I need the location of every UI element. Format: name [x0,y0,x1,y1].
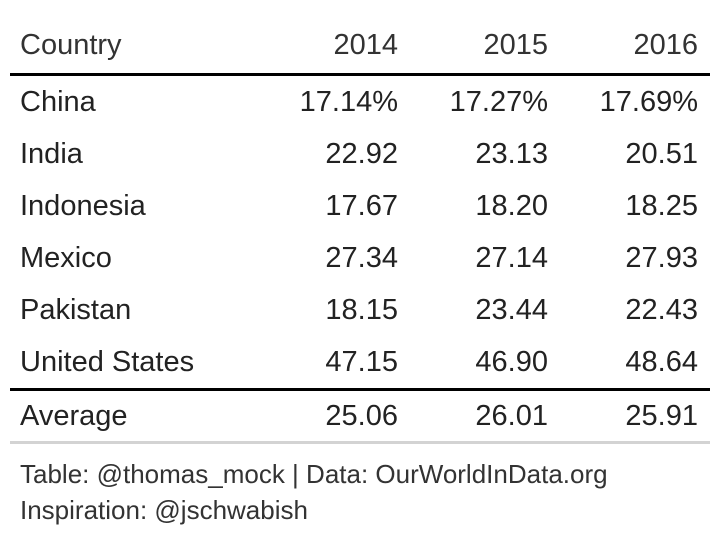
column-header-2015: 2015 [483,29,548,61]
country-cell: China [20,85,96,118]
table-row: China 17.14% 17.27% 17.69% [10,75,710,129]
value-cell: 27.93 [625,241,698,274]
table-row: Mexico 27.34 27.14 27.93 [10,232,710,284]
data-table-container: Country 2014 2015 2016 China 17.14% 17.2… [10,18,710,444]
average-value: 25.06 [325,399,398,432]
average-row: Average 25.06 26.01 25.91 [10,390,710,443]
country-cell: India [20,137,83,170]
country-cell: Indonesia [20,189,146,222]
average-label: Average [20,399,128,432]
column-header-2014: 2014 [333,29,398,61]
column-header-country: Country [20,29,122,61]
country-cell: Pakistan [20,293,132,326]
table-row: United States 47.15 46.90 48.64 [10,336,710,390]
value-cell: 18.25 [625,189,698,222]
source-note-line: Inspiration: @jschwabish [20,495,308,525]
value-cell: 27.34 [325,241,398,274]
country-cell: United States [20,345,195,378]
value-cell: 17.27% [449,85,548,118]
value-cell: 22.92 [325,137,398,170]
column-header-2016: 2016 [633,29,698,61]
value-cell: 23.44 [475,293,548,326]
value-cell: 27.14 [475,241,548,274]
table-row: India 22.92 23.13 20.51 [10,128,710,180]
value-cell: 48.64 [625,345,698,378]
data-table: Country 2014 2015 2016 China 17.14% 17.2… [10,18,710,444]
value-cell: 17.67 [325,189,398,222]
value-cell: 47.15 [325,345,398,378]
header-row: Country 2014 2015 2016 [10,18,710,75]
value-cell: 20.51 [625,137,698,170]
source-note: Table: @thomas_mock | Data: OurWorldInDa… [20,456,608,528]
average-value: 26.01 [475,399,548,432]
value-cell: 18.20 [475,189,548,222]
table-row: Pakistan 18.15 23.44 22.43 [10,284,710,336]
value-cell: 17.69% [599,85,698,118]
value-cell: 22.43 [625,293,698,326]
average-value: 25.91 [625,399,698,432]
value-cell: 46.90 [475,345,548,378]
table-row: Indonesia 17.67 18.20 18.25 [10,180,710,232]
value-cell: 23.13 [475,137,548,170]
value-cell: 18.15 [325,293,398,326]
source-note-line: Table: @thomas_mock | Data: OurWorldInDa… [20,459,608,489]
country-cell: Mexico [20,241,112,274]
value-cell: 17.14% [299,85,398,118]
